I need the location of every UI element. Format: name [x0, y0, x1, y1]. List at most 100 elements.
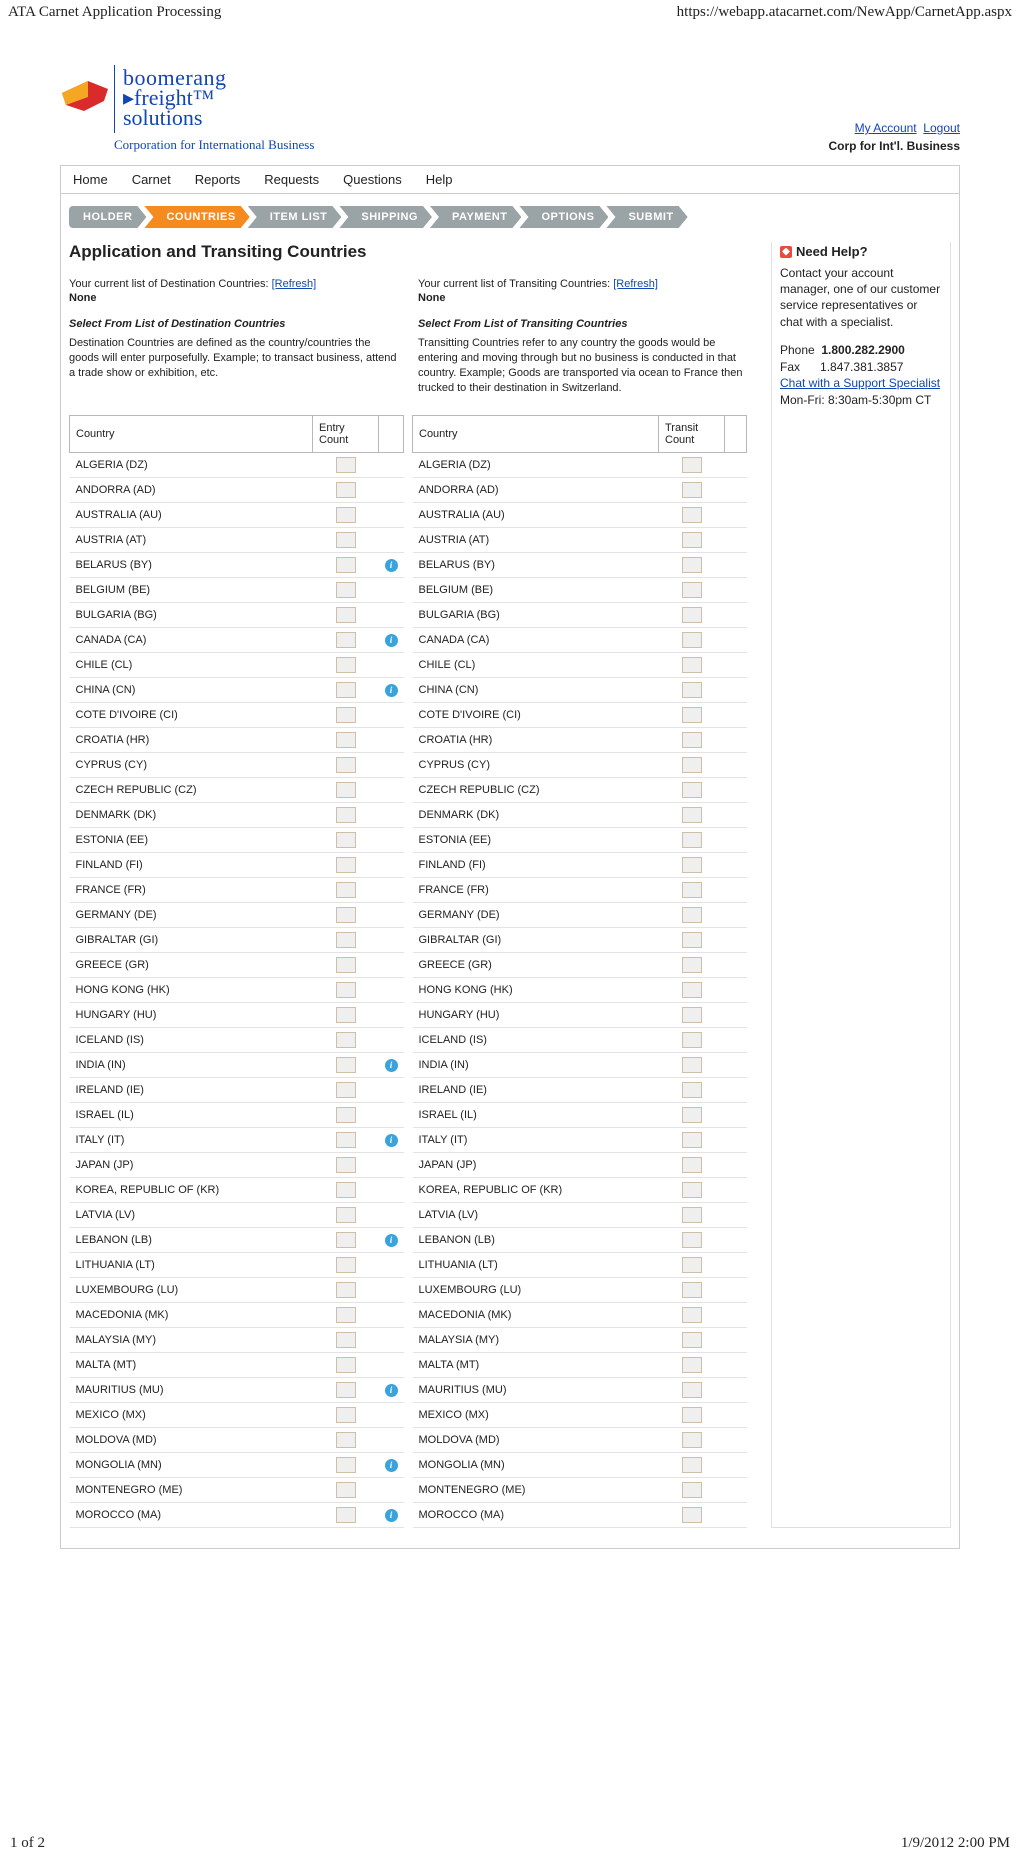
- dest-refresh-link[interactable]: [Refresh]: [272, 278, 317, 290]
- count-input[interactable]: [336, 482, 356, 498]
- count-input[interactable]: [682, 1132, 702, 1148]
- count-input[interactable]: [682, 957, 702, 973]
- count-input[interactable]: [682, 1407, 702, 1423]
- count-input[interactable]: [682, 932, 702, 948]
- count-input[interactable]: [336, 782, 356, 798]
- count-input[interactable]: [336, 457, 356, 473]
- count-input[interactable]: [336, 1157, 356, 1173]
- count-input[interactable]: [336, 1357, 356, 1373]
- count-input[interactable]: [682, 632, 702, 648]
- count-input[interactable]: [682, 1382, 702, 1398]
- info-icon[interactable]: i: [385, 1384, 398, 1397]
- count-input[interactable]: [682, 582, 702, 598]
- count-input[interactable]: [336, 1382, 356, 1398]
- count-input[interactable]: [336, 1182, 356, 1198]
- count-input[interactable]: [682, 832, 702, 848]
- count-input[interactable]: [336, 807, 356, 823]
- count-input[interactable]: [336, 1407, 356, 1423]
- count-input[interactable]: [336, 1207, 356, 1223]
- info-icon[interactable]: i: [385, 1059, 398, 1072]
- count-input[interactable]: [336, 882, 356, 898]
- count-input[interactable]: [682, 1157, 702, 1173]
- count-input[interactable]: [336, 1032, 356, 1048]
- count-input[interactable]: [336, 532, 356, 548]
- count-input[interactable]: [682, 507, 702, 523]
- count-input[interactable]: [682, 782, 702, 798]
- count-input[interactable]: [682, 1357, 702, 1373]
- count-input[interactable]: [682, 1457, 702, 1473]
- step-countries[interactable]: COUNTRIES: [144, 206, 249, 228]
- count-input[interactable]: [682, 732, 702, 748]
- menu-item[interactable]: Requests: [264, 172, 319, 187]
- count-input[interactable]: [336, 857, 356, 873]
- count-input[interactable]: [682, 457, 702, 473]
- info-icon[interactable]: i: [385, 684, 398, 697]
- count-input[interactable]: [682, 857, 702, 873]
- count-input[interactable]: [682, 757, 702, 773]
- count-input[interactable]: [336, 582, 356, 598]
- count-input[interactable]: [336, 1282, 356, 1298]
- menu-item[interactable]: Home: [73, 172, 108, 187]
- step-options[interactable]: OPTIONS: [519, 206, 608, 228]
- count-input[interactable]: [336, 1132, 356, 1148]
- count-input[interactable]: [336, 1107, 356, 1123]
- step-payment[interactable]: PAYMENT: [430, 206, 521, 228]
- count-input[interactable]: [682, 1307, 702, 1323]
- count-input[interactable]: [336, 507, 356, 523]
- logout-link[interactable]: Logout: [923, 121, 960, 135]
- count-input[interactable]: [336, 1257, 356, 1273]
- count-input[interactable]: [336, 1307, 356, 1323]
- count-input[interactable]: [682, 532, 702, 548]
- count-input[interactable]: [682, 1082, 702, 1098]
- count-input[interactable]: [336, 557, 356, 573]
- step-holder[interactable]: HOLDER: [69, 206, 146, 228]
- count-input[interactable]: [682, 1007, 702, 1023]
- count-input[interactable]: [682, 1057, 702, 1073]
- step-submit[interactable]: SUBMIT: [606, 206, 687, 228]
- count-input[interactable]: [682, 1207, 702, 1223]
- count-input[interactable]: [682, 1107, 702, 1123]
- count-input[interactable]: [682, 1032, 702, 1048]
- count-input[interactable]: [336, 907, 356, 923]
- menu-item[interactable]: Help: [426, 172, 453, 187]
- count-input[interactable]: [682, 1282, 702, 1298]
- count-input[interactable]: [336, 1082, 356, 1098]
- transit-refresh-link[interactable]: [Refresh]: [613, 278, 658, 290]
- count-input[interactable]: [336, 707, 356, 723]
- count-input[interactable]: [336, 732, 356, 748]
- count-input[interactable]: [682, 882, 702, 898]
- my-account-link[interactable]: My Account: [855, 121, 917, 135]
- count-input[interactable]: [336, 1007, 356, 1023]
- count-input[interactable]: [336, 982, 356, 998]
- count-input[interactable]: [336, 1432, 356, 1448]
- count-input[interactable]: [336, 682, 356, 698]
- count-input[interactable]: [336, 832, 356, 848]
- count-input[interactable]: [682, 657, 702, 673]
- count-input[interactable]: [682, 1182, 702, 1198]
- step-item list[interactable]: ITEM LIST: [248, 206, 342, 228]
- info-icon[interactable]: i: [385, 559, 398, 572]
- info-icon[interactable]: i: [385, 1234, 398, 1247]
- count-input[interactable]: [682, 807, 702, 823]
- info-icon[interactable]: i: [385, 634, 398, 647]
- count-input[interactable]: [682, 1257, 702, 1273]
- count-input[interactable]: [682, 1232, 702, 1248]
- count-input[interactable]: [682, 682, 702, 698]
- count-input[interactable]: [336, 657, 356, 673]
- menu-item[interactable]: Carnet: [132, 172, 171, 187]
- count-input[interactable]: [682, 557, 702, 573]
- count-input[interactable]: [682, 1332, 702, 1348]
- menu-item[interactable]: Questions: [343, 172, 402, 187]
- count-input[interactable]: [336, 932, 356, 948]
- count-input[interactable]: [336, 1232, 356, 1248]
- menu-item[interactable]: Reports: [195, 172, 241, 187]
- count-input[interactable]: [336, 1482, 356, 1498]
- count-input[interactable]: [682, 907, 702, 923]
- count-input[interactable]: [682, 707, 702, 723]
- info-icon[interactable]: i: [385, 1509, 398, 1522]
- count-input[interactable]: [682, 607, 702, 623]
- count-input[interactable]: [682, 1432, 702, 1448]
- count-input[interactable]: [336, 1057, 356, 1073]
- count-input[interactable]: [336, 632, 356, 648]
- count-input[interactable]: [336, 1507, 356, 1523]
